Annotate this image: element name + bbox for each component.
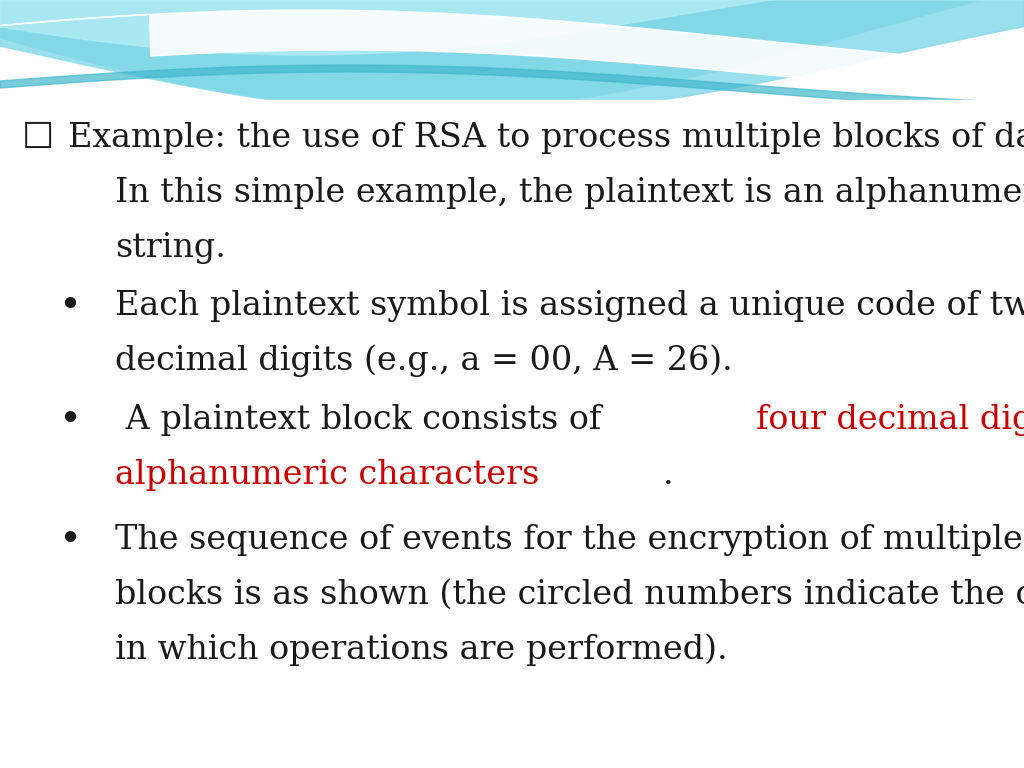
Text: The sequence of events for the encryption of multiple: The sequence of events for the encryptio… [115,524,1023,556]
Text: •: • [58,402,81,439]
Text: ☐: ☐ [22,121,54,155]
Text: A plaintext block consists of: A plaintext block consists of [115,404,612,436]
Text: string.: string. [115,232,226,264]
Text: In this simple example, the plaintext is an alphanumeric: In this simple example, the plaintext is… [115,177,1024,209]
Text: Example: the use of RSA to process multiple blocks of data.: Example: the use of RSA to process multi… [68,122,1024,154]
Text: •: • [58,287,81,325]
Text: decimal digits (e.g., a = 00, A = 26).: decimal digits (e.g., a = 00, A = 26). [115,345,733,377]
Text: Each plaintext symbol is assigned a unique code of two: Each plaintext symbol is assigned a uniq… [115,290,1024,322]
Text: •: • [58,521,81,558]
Text: .: . [663,459,673,491]
Text: in which operations are performed).: in which operations are performed). [115,634,728,667]
Text: blocks is as shown (the circled numbers indicate the order: blocks is as shown (the circled numbers … [115,579,1024,611]
Text: alphanumeric characters: alphanumeric characters [115,459,540,491]
Text: four decimal digits: four decimal digits [756,404,1024,436]
